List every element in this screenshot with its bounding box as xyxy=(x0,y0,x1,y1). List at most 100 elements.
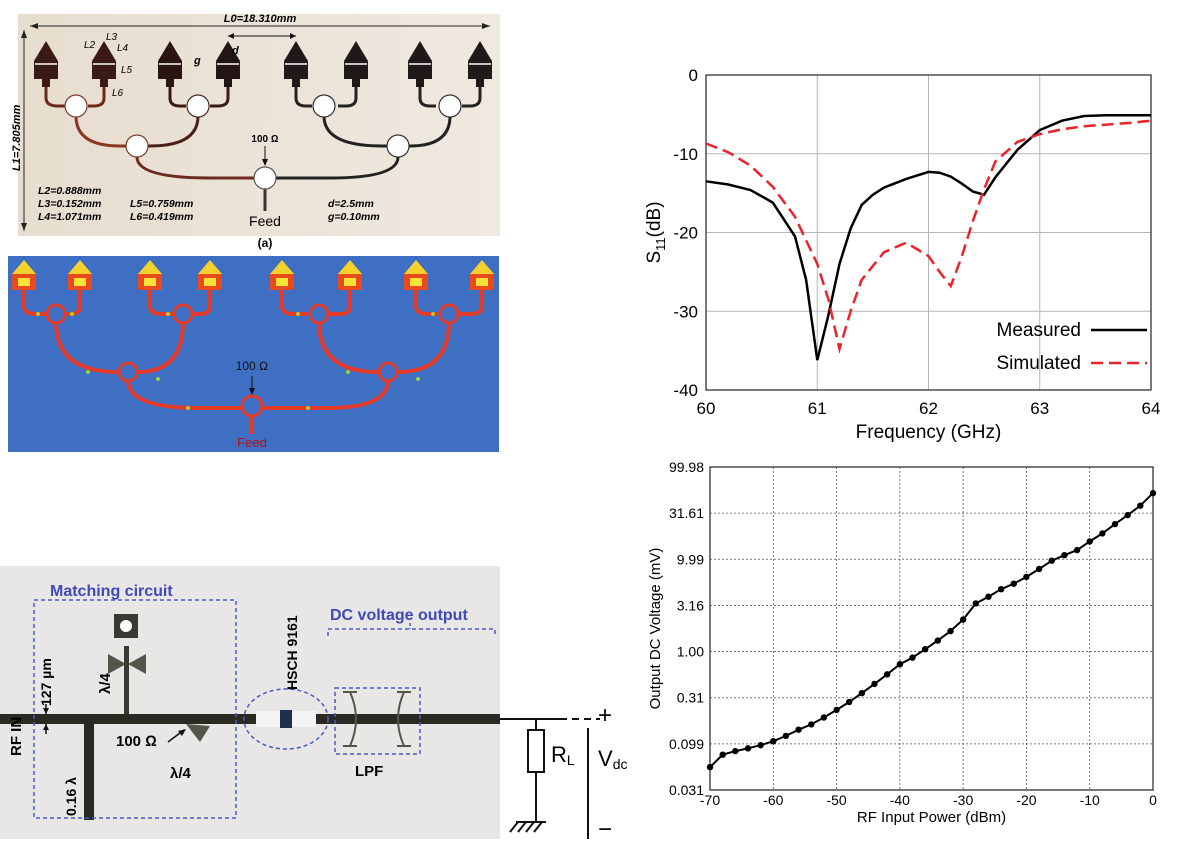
l0-label: L0=18.310mm xyxy=(224,13,297,25)
caption-a: (a) xyxy=(258,236,273,250)
dc-data-point xyxy=(985,593,992,600)
circuit-photo-background xyxy=(0,566,500,839)
lpf-box xyxy=(334,687,421,755)
rl-label: RL xyxy=(551,742,575,768)
diode-die xyxy=(280,710,292,728)
dc-data-point xyxy=(744,745,752,752)
s11-x-tick-label: 63 xyxy=(1030,399,1049,418)
dc-plot-frame xyxy=(709,466,1154,791)
feed-network xyxy=(44,87,482,211)
dc-voltage-chart: -70 -60 -50 -40 -30 -20 -10 0 99.98 31.61 9.99 3.16… xyxy=(640,455,1179,839)
dim-l3: L3=0.152mm xyxy=(38,198,101,210)
dc-data-point xyxy=(934,637,941,644)
s11-y-tick-label: -10 xyxy=(673,145,698,164)
butterfly-stub-left xyxy=(108,654,126,674)
dc-data-point xyxy=(1111,520,1119,528)
dc-y-tick-label: 31.61 xyxy=(669,505,704,521)
dc-data-point xyxy=(959,616,967,623)
dc-data-point xyxy=(1086,538,1093,545)
lpf-label: LPF xyxy=(355,763,383,780)
sim-hotspots xyxy=(36,312,435,410)
patch-elements xyxy=(34,41,492,87)
main-microstrip xyxy=(0,714,500,724)
ohm-label-a: 100 Ω xyxy=(251,134,278,145)
load-resistor xyxy=(527,729,545,773)
dc-data-point xyxy=(1035,565,1043,573)
s11-x-tick-label: 64 xyxy=(1142,399,1161,418)
dc-x-tick-label: 0 xyxy=(1149,792,1157,808)
dc-data-point xyxy=(1023,573,1030,581)
figure-a-antenna-photo: L0=18.310mm L1=7.805mm xyxy=(10,6,500,252)
s11-series-1-line xyxy=(705,119,1152,354)
s11-legend-label-1: Simulated xyxy=(997,353,1082,374)
rectifier-circuit-diagram: Matching circuit DC voltage output HSCH … xyxy=(0,566,627,843)
dc-data-point xyxy=(770,738,777,745)
dim-l5: L5=0.759mm xyxy=(130,198,193,210)
dc-y-tick-label: 3.16 xyxy=(677,597,704,613)
dc-x-tick-label: -70 xyxy=(700,792,720,808)
dc-data-point xyxy=(1048,557,1055,564)
dc-series-line xyxy=(709,492,1154,768)
dc-data-point xyxy=(820,714,828,721)
radial-stub-bottom xyxy=(186,724,210,742)
diode-label: HSCH 9161 xyxy=(284,615,300,690)
minus-terminal: − xyxy=(598,816,612,839)
butterfly-stub-right xyxy=(128,654,146,674)
dc-data-point xyxy=(1010,580,1017,587)
dc-y-tick-label: 9.99 xyxy=(677,551,704,567)
s11-series-0-line xyxy=(705,113,1151,361)
ground-icon xyxy=(509,821,546,833)
dc-data-point xyxy=(732,747,739,755)
dim-g: g=0.10mm xyxy=(327,211,380,223)
dc-y-axis-title: Output DC Voltage (mV) xyxy=(647,548,664,710)
matching-circuit-label: Matching circuit xyxy=(50,583,173,600)
dc-data-point xyxy=(909,654,916,661)
lambda4-top-label: λ/4 xyxy=(97,672,114,694)
dc-data-point xyxy=(997,586,1005,593)
s11-x-tick-label: 61 xyxy=(808,399,827,418)
dc-x-tick-label: -30 xyxy=(953,792,973,808)
dc-x-tick-label: -20 xyxy=(1016,792,1036,808)
lambda016-label: 0.16 λ xyxy=(63,777,79,816)
figure-rectifier-circuit: Matching circuit DC voltage output HSCH … xyxy=(0,566,668,843)
dim-l4: L4=1.071mm xyxy=(38,211,101,223)
dc-data-point xyxy=(795,726,802,733)
dc-data-point xyxy=(757,742,764,749)
dc-x-tick-label: -40 xyxy=(890,792,910,808)
diode-ellipse xyxy=(243,688,329,750)
dc-output-bracket xyxy=(327,628,496,636)
s11-x-tick-label: 62 xyxy=(919,399,938,418)
s11-y-tick-label: -30 xyxy=(673,302,698,321)
dc-data-point xyxy=(846,698,853,706)
antenna-array-layout: L0=18.310mm L1=7.805mm xyxy=(11,13,500,250)
l6-label: L6 xyxy=(112,88,124,99)
dc-x-tick-label: -60 xyxy=(763,792,783,808)
current-distribution-plot: 100 Ω Feed xyxy=(8,256,499,452)
sim-rings xyxy=(45,303,460,418)
dc-data-point xyxy=(1137,502,1144,509)
l5-label: L5 xyxy=(121,65,133,76)
dc-x-tick-label: -50 xyxy=(826,792,846,808)
sim-patches xyxy=(12,260,494,290)
s11-y-tick-label: -20 xyxy=(673,224,698,243)
s11-legend-label-0: Measured xyxy=(997,320,1082,341)
dc-y-tick-label: 1.00 xyxy=(677,644,704,660)
rf-in-label: RF IN xyxy=(8,717,25,756)
dc-data-point xyxy=(808,721,815,728)
matching-circuit-box xyxy=(33,599,237,819)
radial-stub-line xyxy=(124,646,129,714)
s11-x-axis-title: Frequency (GHz) xyxy=(856,422,1002,443)
dc-data-point xyxy=(1124,511,1131,519)
dc-data-point xyxy=(884,671,891,678)
dc-data-point xyxy=(1073,546,1081,554)
s11-y-axis-title: S11(dB) xyxy=(644,201,668,263)
dc-data-point xyxy=(858,689,866,697)
lambda4-bottom-label: λ/4 xyxy=(170,765,192,782)
s11-y-tick-label: 0 xyxy=(689,66,698,85)
width-label: 127 µm xyxy=(38,658,54,706)
dc-y-tick-label: 0.099 xyxy=(669,736,704,752)
vdc-label: Vdc xyxy=(598,746,627,772)
dim-d: d=2.5mm xyxy=(328,198,374,210)
plus-terminal: + xyxy=(598,702,612,729)
s11-chart-svg: 60 61 62 63 64 0 -10 -20 -30 -40 Measured Simulated… xyxy=(644,66,1161,443)
